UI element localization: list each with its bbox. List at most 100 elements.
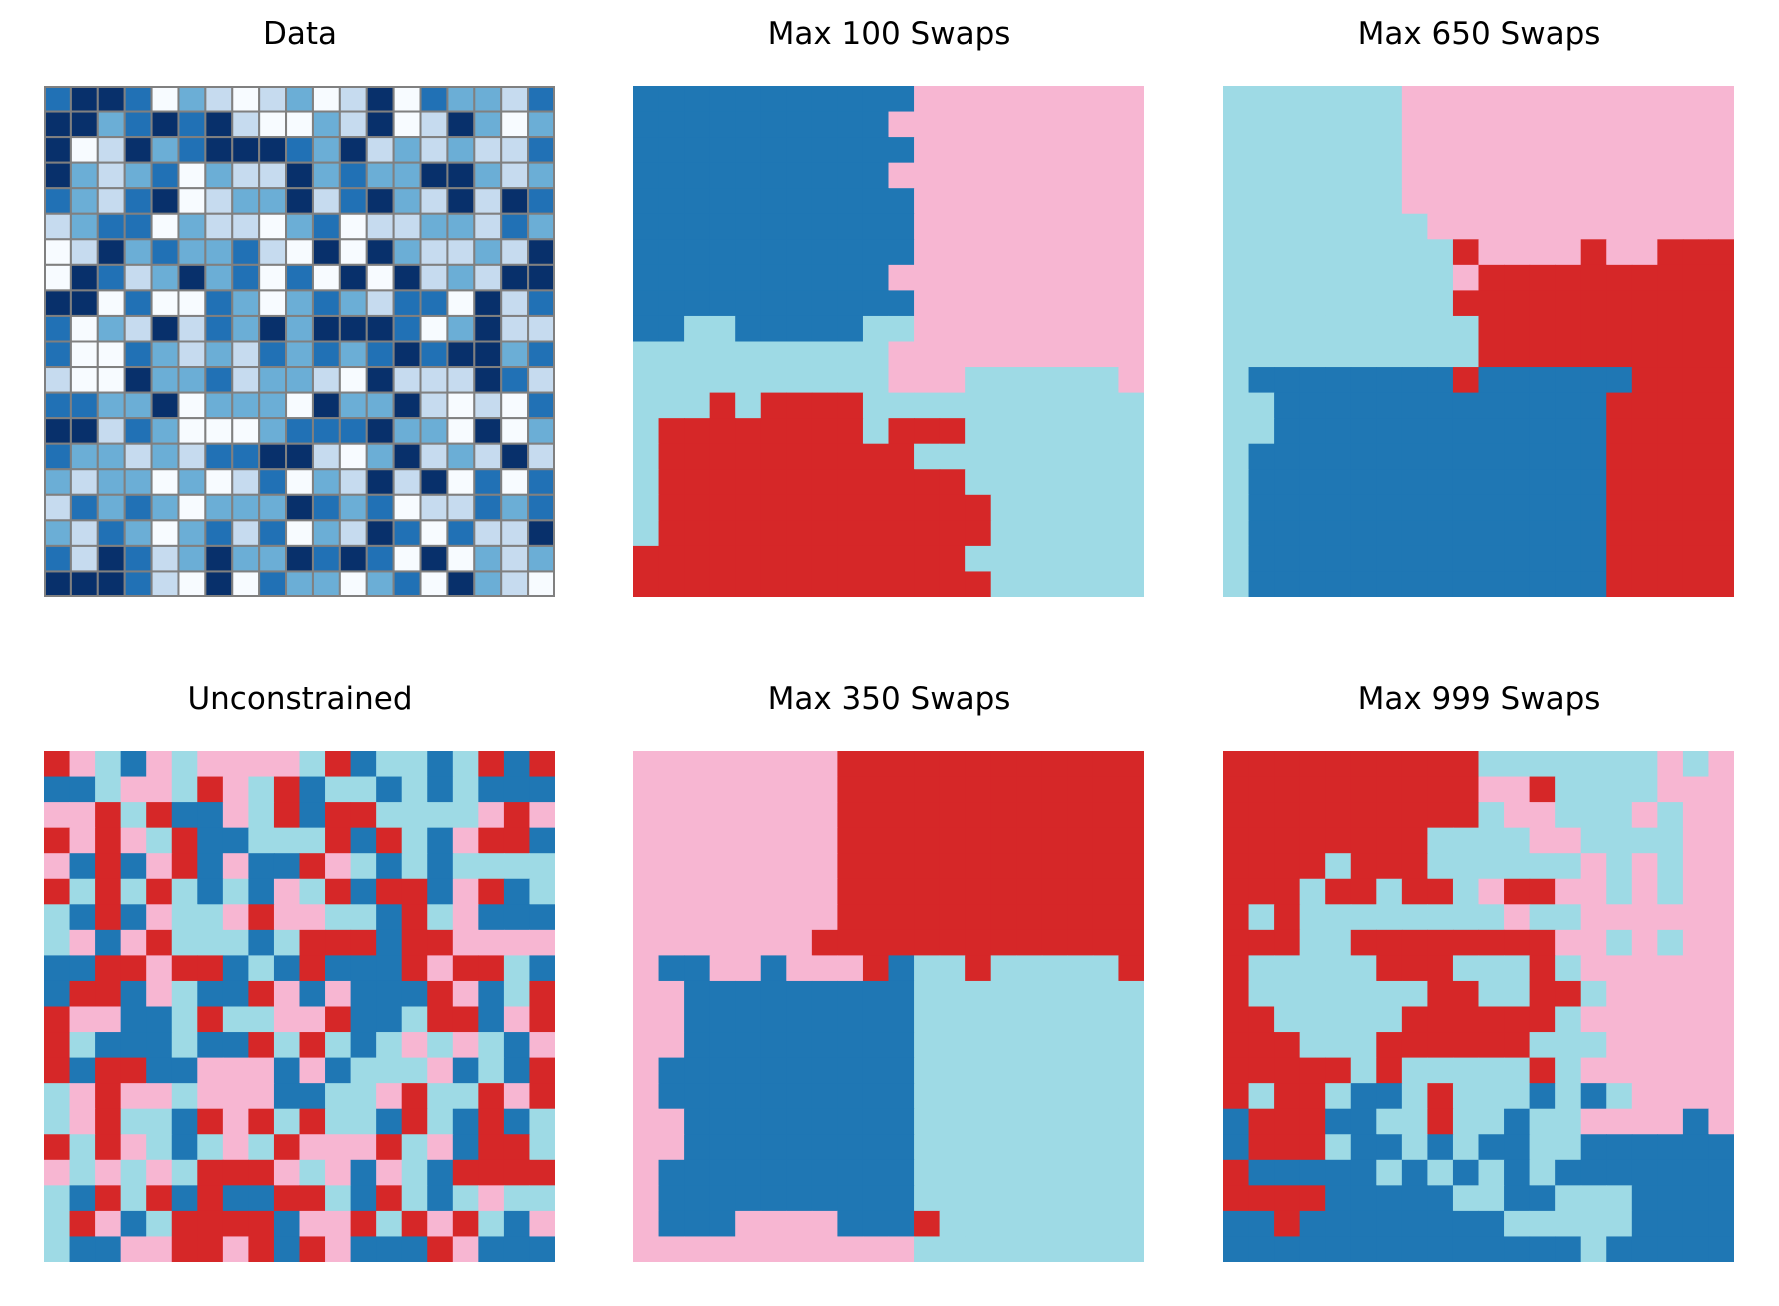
heatmap-cell (1504, 1185, 1531, 1212)
heatmap-cell (150, 519, 180, 547)
heatmap-cell (146, 878, 173, 905)
heatmap-cell (365, 86, 395, 113)
heatmap-cell (1067, 853, 1094, 880)
heatmap-cell (990, 1185, 1017, 1212)
heatmap-cell (285, 544, 314, 573)
heatmap-cell (401, 853, 428, 880)
heatmap-cell (1299, 1006, 1326, 1033)
heatmap-cell (760, 315, 787, 343)
heatmap-cell (44, 955, 71, 982)
heatmap-cell (1478, 751, 1505, 778)
heatmap-cell (786, 1032, 813, 1059)
heatmap-cell (44, 878, 71, 905)
heatmap-cell (299, 1210, 326, 1238)
heatmap-cell (273, 827, 301, 854)
heatmap-cell (786, 162, 813, 189)
heatmap-cell (248, 751, 275, 778)
heatmap-cell (965, 1185, 992, 1212)
heatmap-cell (760, 1134, 787, 1161)
heatmap-cell (1350, 494, 1377, 521)
heatmap-cell (1478, 776, 1505, 803)
heatmap-cell (1118, 1210, 1144, 1238)
heatmap-cell (1041, 315, 1068, 343)
heatmap-cell (1682, 545, 1710, 573)
heatmap-cell (503, 1057, 531, 1084)
heatmap-cell (837, 1032, 864, 1059)
heatmap-cell (146, 1032, 173, 1059)
heatmap-cell (939, 929, 966, 956)
heatmap-cell (177, 263, 207, 292)
heatmap-cell (1016, 239, 1043, 266)
heatmap-cell (1631, 367, 1658, 394)
heatmap-cell (990, 802, 1017, 829)
heatmap-cell (837, 929, 864, 956)
heatmap-cell (735, 137, 762, 164)
heatmap-cell (1401, 1108, 1428, 1135)
heatmap-cell (1631, 776, 1658, 803)
heatmap-cell (1067, 239, 1094, 266)
heatmap-cell (684, 1083, 711, 1110)
heatmap-cell (392, 570, 422, 597)
heatmap-cell (1682, 802, 1710, 829)
heatmap-cell (1248, 443, 1275, 470)
heatmap-cell (633, 315, 660, 343)
heatmap-cell (1274, 827, 1301, 854)
heatmap-cell (1067, 315, 1094, 343)
heatmap-cell (1504, 802, 1531, 829)
heatmap-cell (1580, 545, 1607, 573)
heatmap-cell (123, 187, 153, 215)
heatmap-cell (392, 519, 422, 547)
heatmap-cell (529, 878, 555, 905)
heatmap-cell (1657, 878, 1684, 905)
heatmap-cell (1016, 1210, 1043, 1238)
heatmap-cell (1118, 494, 1144, 521)
heatmap-cell (1631, 494, 1658, 521)
heatmap-cell (452, 776, 479, 803)
heatmap-cell (231, 238, 261, 266)
heatmap-cell (1223, 1210, 1250, 1238)
heatmap-cell (1452, 1134, 1480, 1161)
heatmap-cell (990, 1236, 1017, 1262)
heatmap-cell (888, 776, 915, 803)
heatmap-cell (171, 878, 198, 905)
heatmap-cell (1350, 290, 1377, 317)
heatmap-cell (197, 980, 224, 1008)
heatmap-cell (862, 520, 890, 547)
heatmap-cell (658, 776, 685, 803)
heatmap-cell (96, 468, 126, 496)
heatmap-cell (658, 1083, 685, 1110)
heatmap-cell (760, 802, 787, 829)
heatmap-cell (392, 136, 422, 164)
heatmap-cell (1376, 315, 1403, 343)
heatmap-cell (1631, 213, 1658, 240)
heatmap-cell (1427, 111, 1454, 138)
heatmap-cell (1350, 827, 1377, 854)
heatmap-cell (1555, 980, 1582, 1008)
heatmap-cell (1478, 315, 1505, 343)
heatmap-cell (1067, 1185, 1094, 1212)
heatmap-cell (273, 776, 301, 803)
heatmap-cell (231, 136, 261, 164)
heatmap-cell (1376, 853, 1403, 880)
heatmap-cell (1325, 392, 1352, 419)
heatmap-cell (1529, 469, 1556, 496)
heatmap-cell (1631, 341, 1658, 368)
heatmap-cell (1325, 111, 1352, 138)
heatmap-cell (888, 1057, 915, 1084)
heatmap-cell (1478, 827, 1505, 854)
heatmap-cell (1067, 751, 1094, 778)
heatmap-cell (69, 1006, 96, 1033)
heatmap-cell (1682, 137, 1710, 164)
heatmap-cell (1580, 469, 1607, 496)
heatmap-cell (419, 340, 449, 369)
heatmap-cell (1631, 520, 1658, 547)
heatmap-cell (1325, 571, 1352, 597)
heatmap-cell (1092, 162, 1120, 189)
heatmap-cell (939, 341, 966, 368)
heatmap-cell (69, 263, 99, 292)
heatmap-cell (786, 290, 813, 317)
heatmap-cell (1118, 443, 1144, 470)
heatmap-cell (837, 545, 864, 573)
heatmap-cell (1529, 1057, 1556, 1084)
heatmap-cell (939, 1108, 966, 1135)
